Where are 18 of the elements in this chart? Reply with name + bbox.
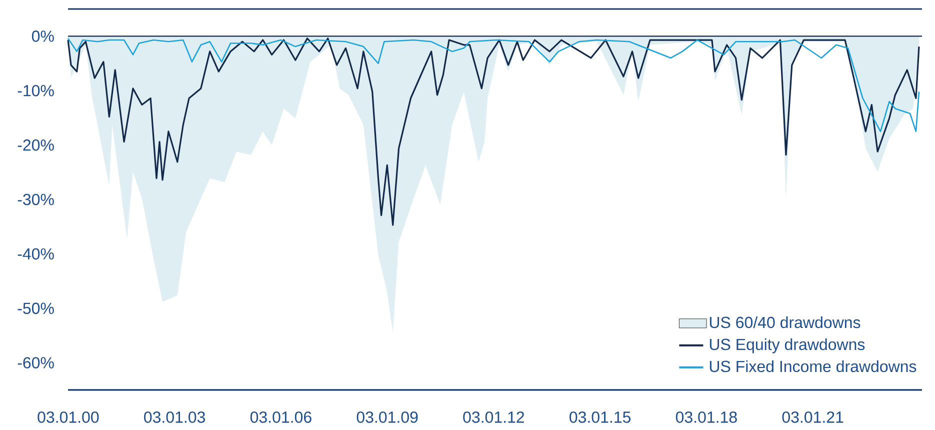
y-tick-label: -60% — [18, 357, 54, 368]
x-tick-label: 03.01.12 — [463, 412, 524, 423]
legend-label: US 60/40 drawdowns — [710, 316, 860, 328]
x-tick-label: 03.01.21 — [782, 412, 844, 423]
y-tick-label: -40% — [18, 248, 54, 260]
y-tick-label: -10% — [18, 84, 54, 96]
x-tick-label: 03.01.06 — [250, 412, 312, 423]
y-tick-label: -50% — [18, 302, 54, 314]
x-tick-label: 03.01.00 — [38, 412, 99, 423]
x-tick-label: 03.01.03 — [144, 412, 205, 423]
x-tick-label: 03.01.09 — [356, 412, 418, 423]
y-tick-label: 0% — [32, 30, 54, 42]
x-tick-label: 03.01.15 — [570, 412, 631, 423]
y-tick-label: -20% — [18, 139, 54, 151]
x-tick-label: 03.01.18 — [676, 412, 737, 423]
y-tick-label: -30% — [18, 194, 54, 206]
legend-label: US Fixed Income drawdowns — [710, 360, 916, 372]
legend-label: US Equity drawdowns — [710, 338, 865, 354]
